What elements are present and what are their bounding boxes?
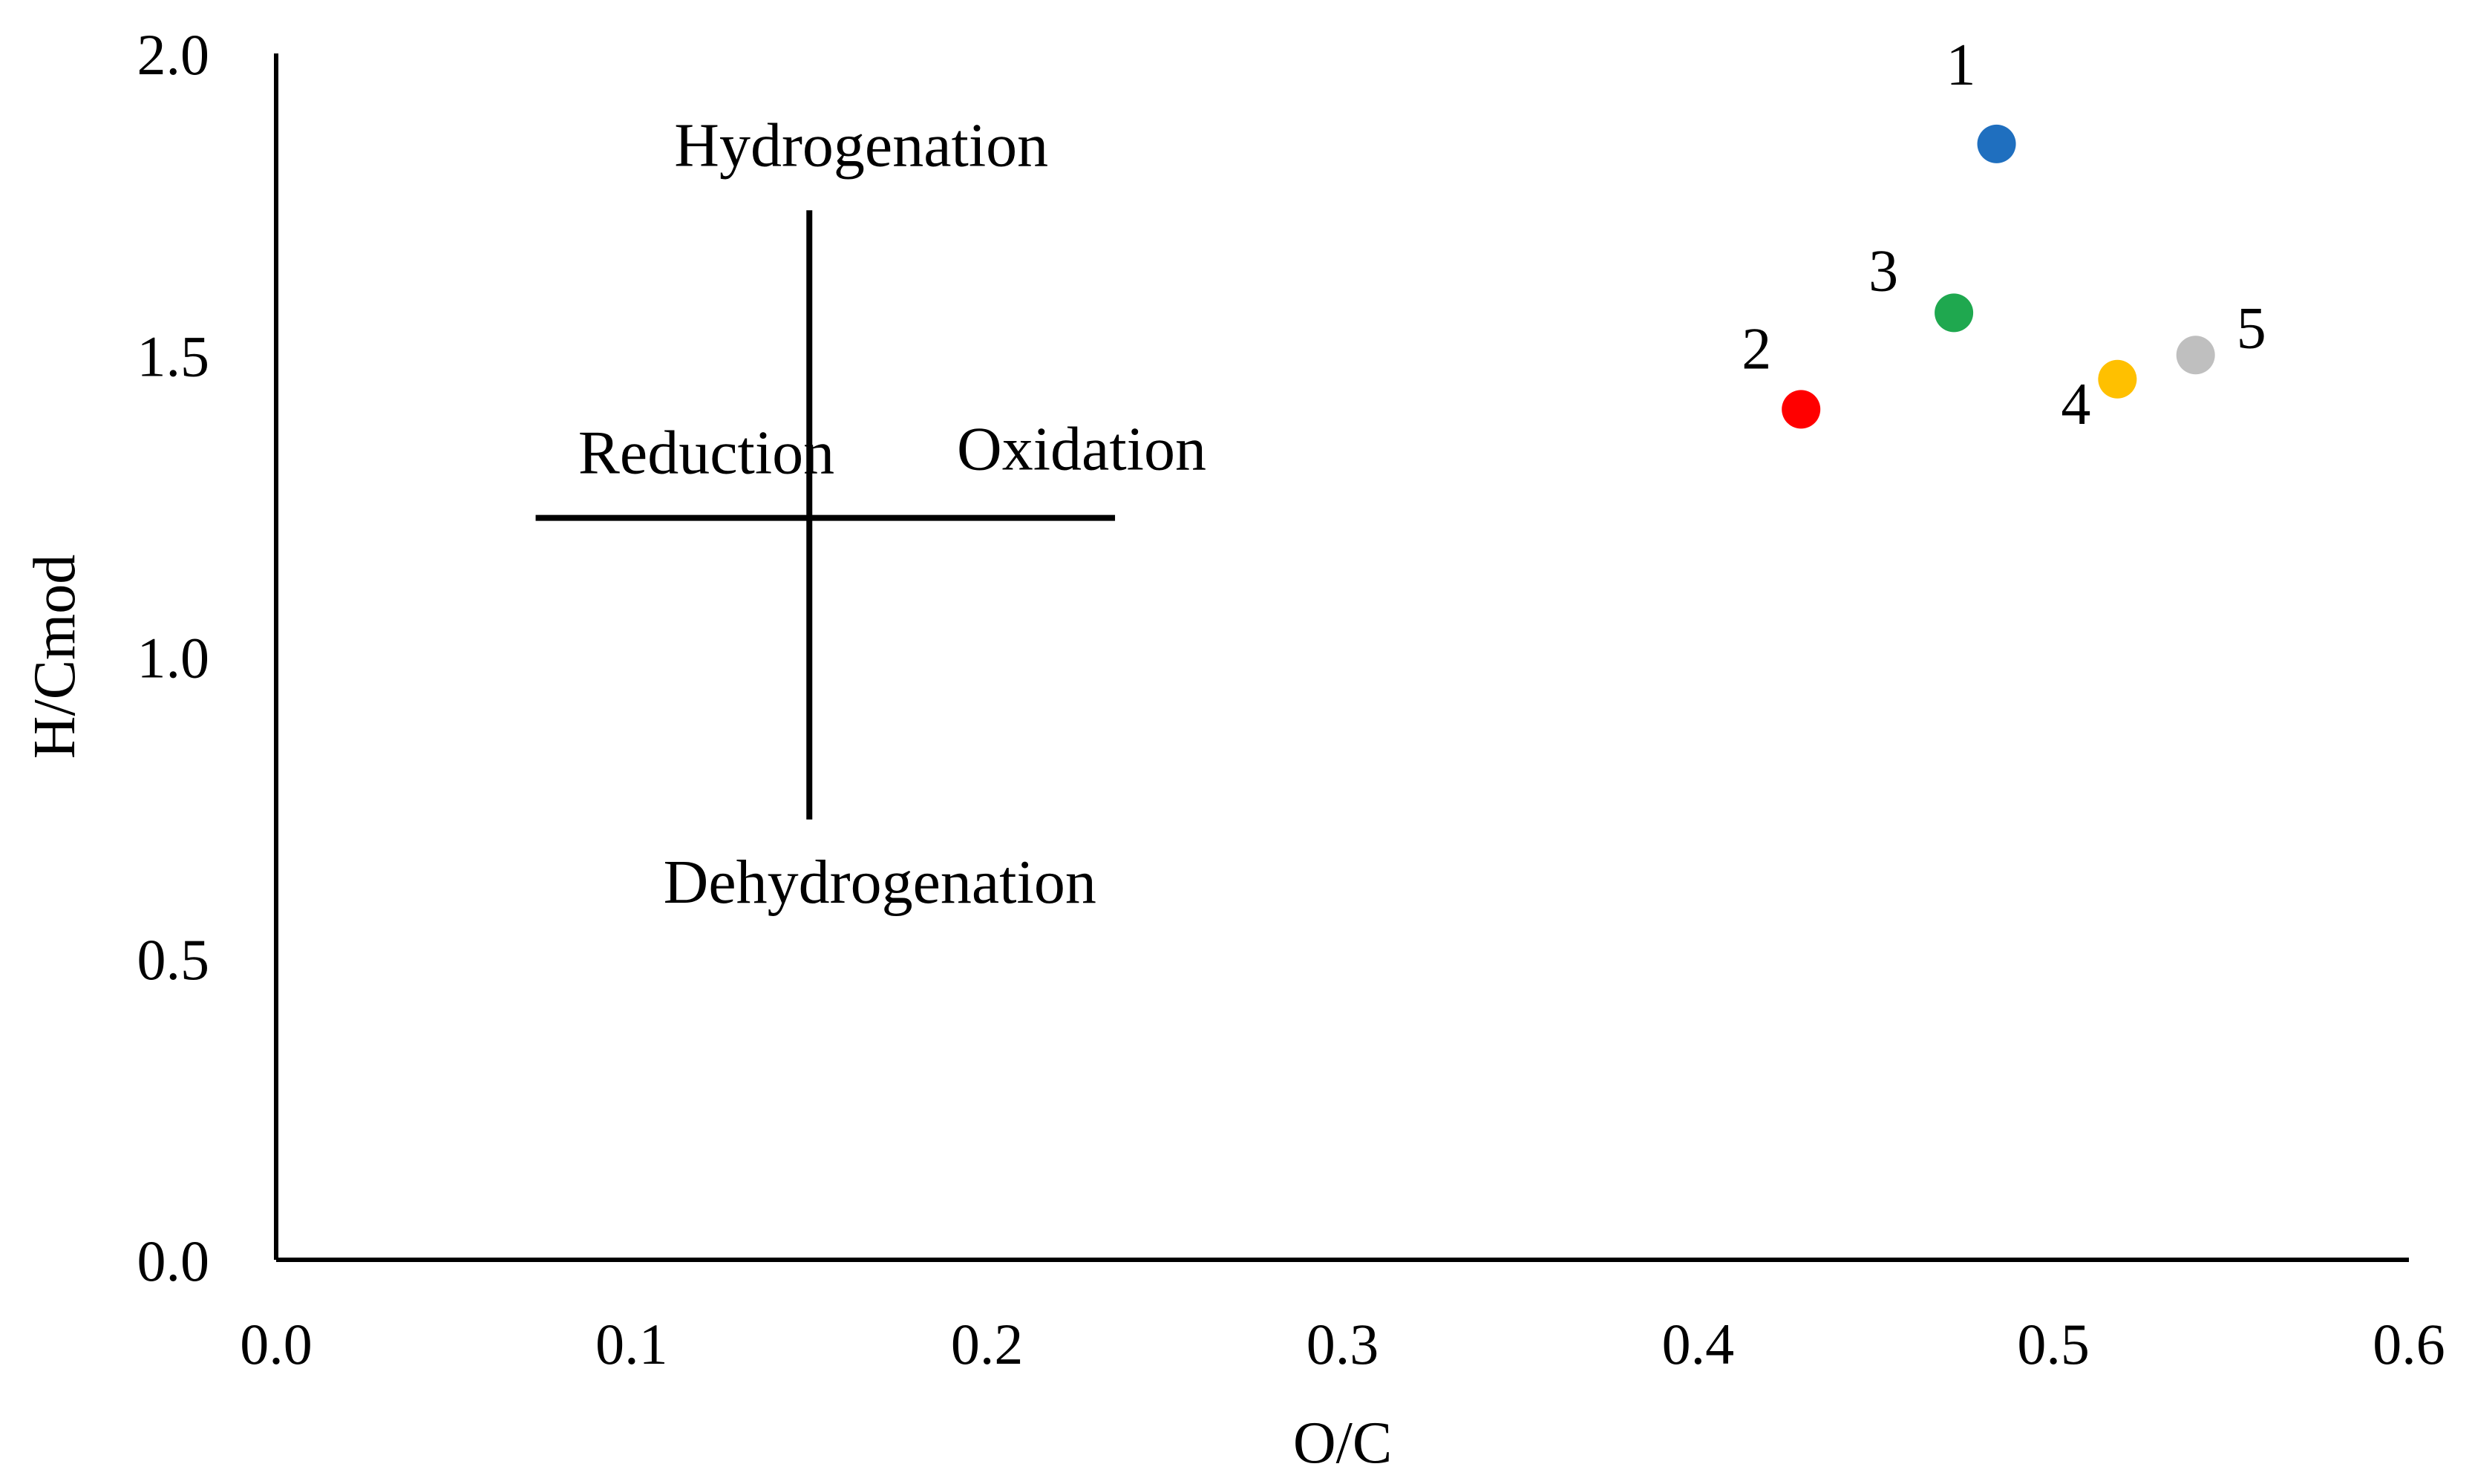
point-label-3: 3 [1868,238,1898,304]
annotation-reduction: Reduction [578,419,834,488]
point-label-2: 2 [1742,316,1771,382]
x-tick-label: 0.1 [595,1312,668,1376]
annotation-dehydrogenation: Dehydrogenation [664,848,1096,917]
data-point-5 [2176,336,2215,375]
axis-titles: O/C H/Cmod [22,555,1392,1476]
x-tick-label: 0.3 [1307,1312,1379,1376]
y-tick-label: 0.5 [137,927,210,992]
y-axis-title: H/Cmod [22,555,88,759]
x-tick-label: 0.5 [2017,1312,2090,1376]
y-tick-label: 2.0 [137,22,210,87]
point-label-1: 1 [1946,33,1976,98]
y-tick-label: 1.0 [137,626,210,690]
x-tick-label: 0.4 [1662,1312,1735,1376]
data-point-3 [1935,293,1974,333]
data-points: 1 2 3 4 5 [1742,33,2266,437]
annotation-crosshair: Hydrogenation Dehydrogenation Reduction Oxi… [535,111,1206,917]
annotation-hydrogenation: Hydrogenation [674,111,1048,180]
x-tick-label: 0.0 [240,1312,313,1376]
y-tick-label: 0.0 [137,1229,210,1293]
data-point-2 [1782,390,1821,429]
point-label-5: 5 [2237,295,2266,361]
point-label-4: 4 [2061,372,2090,437]
x-axis-title: O/C [1293,1411,1392,1476]
x-tick-label: 0.6 [2373,1312,2445,1376]
tick-labels: 0.0 0.1 0.2 0.3 0.4 0.5 0.6 0.0 0.5 1.0 1.5 2.0 [137,22,2445,1376]
data-point-1 [1977,124,2016,163]
y-tick-label: 1.5 [137,324,210,388]
annotation-oxidation: Oxidation [957,415,1206,484]
x-tick-label: 0.2 [951,1312,1024,1376]
data-point-4 [2098,359,2137,399]
axes [274,53,2409,1262]
